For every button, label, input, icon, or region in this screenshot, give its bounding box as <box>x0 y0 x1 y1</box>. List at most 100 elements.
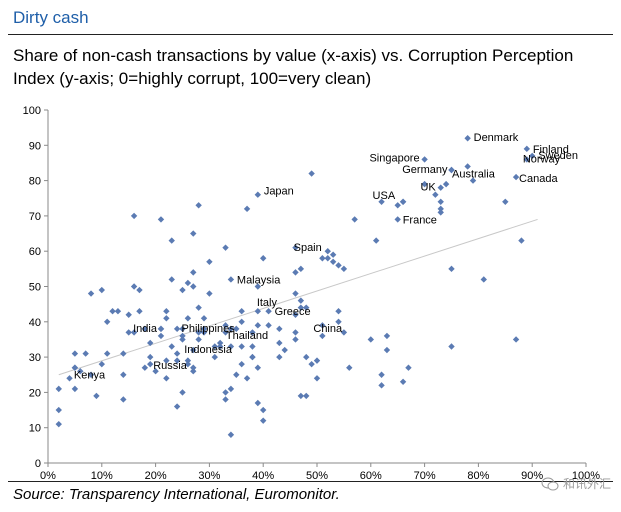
data-point <box>130 329 138 336</box>
data-point <box>190 230 197 237</box>
bottom-rule <box>8 481 613 482</box>
y-tick-label: 30 <box>29 352 41 364</box>
data-point <box>173 403 181 410</box>
data-point <box>206 290 213 297</box>
data-point <box>120 396 127 403</box>
data-point <box>66 375 73 382</box>
data-point <box>303 392 310 400</box>
data-point <box>168 276 175 283</box>
x-tick-label: 30% <box>198 470 220 482</box>
data-point <box>319 322 326 329</box>
data-point <box>87 290 95 297</box>
point-label-india: India <box>133 323 158 335</box>
data-point <box>157 332 165 340</box>
data-point <box>276 325 283 333</box>
data-point <box>335 262 342 269</box>
data-point <box>109 308 116 315</box>
data-point <box>265 322 272 329</box>
y-tick-label: 0 <box>35 458 41 470</box>
chart-subtitle: Share of non-cash transactions by value … <box>13 46 574 88</box>
point-label-japan: Japan <box>264 186 294 198</box>
point-label-singapore: Singapore <box>369 152 419 164</box>
data-point <box>190 283 197 290</box>
data-point <box>260 255 267 262</box>
data-point <box>71 385 79 393</box>
point-label-malaysia: Malaysia <box>237 274 281 286</box>
data-point <box>254 283 262 290</box>
data-point <box>195 336 202 343</box>
data-point <box>335 318 342 325</box>
axes: 0 10 20 30 40 50 60 70 80 90 100 0% 10% 20% 30% 40% 50% 6… <box>23 105 601 482</box>
data-point <box>77 368 84 375</box>
data-point <box>125 311 132 318</box>
data-point <box>238 343 245 350</box>
data-point <box>222 396 229 403</box>
point-label-indonesia: Indonesia <box>184 344 233 356</box>
point-label-italy: Italy <box>257 297 278 309</box>
data-point-france <box>394 216 401 223</box>
data-point <box>71 350 79 357</box>
data-point <box>297 392 305 400</box>
data-point <box>136 308 143 315</box>
data-point-india <box>157 325 165 333</box>
y-tick-label: 70 <box>29 211 41 223</box>
wechat-icon <box>541 477 559 490</box>
data-point <box>120 350 127 357</box>
y-tick-label: 40 <box>29 317 41 329</box>
data-point <box>157 216 165 223</box>
point-label-finland: Finland <box>533 144 569 156</box>
data-point <box>405 364 412 371</box>
y-tick-label: 50 <box>29 282 41 294</box>
data-point <box>297 265 305 273</box>
data-point <box>136 286 143 294</box>
point-label-usa: USA <box>373 190 396 202</box>
data-point <box>292 290 299 297</box>
data-point <box>130 212 138 220</box>
data-point <box>432 191 439 198</box>
data-point <box>184 357 192 364</box>
trendline-group <box>58 218 538 376</box>
data-point <box>394 202 401 209</box>
data-point-philippines <box>179 325 186 333</box>
data-point <box>179 336 186 343</box>
data-point <box>238 308 245 315</box>
data-point <box>195 329 202 336</box>
data-point <box>329 258 337 265</box>
data-point <box>340 329 348 336</box>
chart-title: Dirty cash <box>13 8 89 27</box>
data-point <box>281 346 288 354</box>
data-point <box>211 343 218 350</box>
point-label-australia: Australia <box>452 169 496 181</box>
data-point <box>200 325 208 333</box>
data-point <box>399 198 407 205</box>
data-point <box>372 237 380 244</box>
data-point <box>292 311 299 318</box>
x-tick-label: 80% <box>467 470 489 482</box>
data-point-russia <box>147 360 154 368</box>
x-tick-label: 40% <box>252 470 274 482</box>
y-tick-label: 60 <box>29 246 41 258</box>
data-point-australia <box>469 177 477 184</box>
point-label-spain: Spain <box>294 242 322 254</box>
data-point <box>351 216 358 223</box>
data-point <box>103 318 111 325</box>
data-point <box>163 357 170 364</box>
data-point-thailand <box>227 325 235 333</box>
x-tick-label: 90% <box>521 470 543 482</box>
data-point <box>184 279 192 287</box>
y-tick-label: 90 <box>29 140 41 152</box>
data-point <box>114 308 122 315</box>
data-point <box>276 353 283 361</box>
data-point-spain <box>324 248 331 255</box>
data-point <box>292 269 299 276</box>
data-point <box>211 353 218 361</box>
data-point <box>243 375 251 382</box>
data-point <box>87 371 95 378</box>
x-tick-label: 100% <box>572 470 600 482</box>
data-point <box>335 308 342 315</box>
data-point-italy <box>254 308 262 315</box>
data-point <box>233 325 240 333</box>
data-point <box>502 198 509 205</box>
data-point-malaysia <box>227 276 235 283</box>
